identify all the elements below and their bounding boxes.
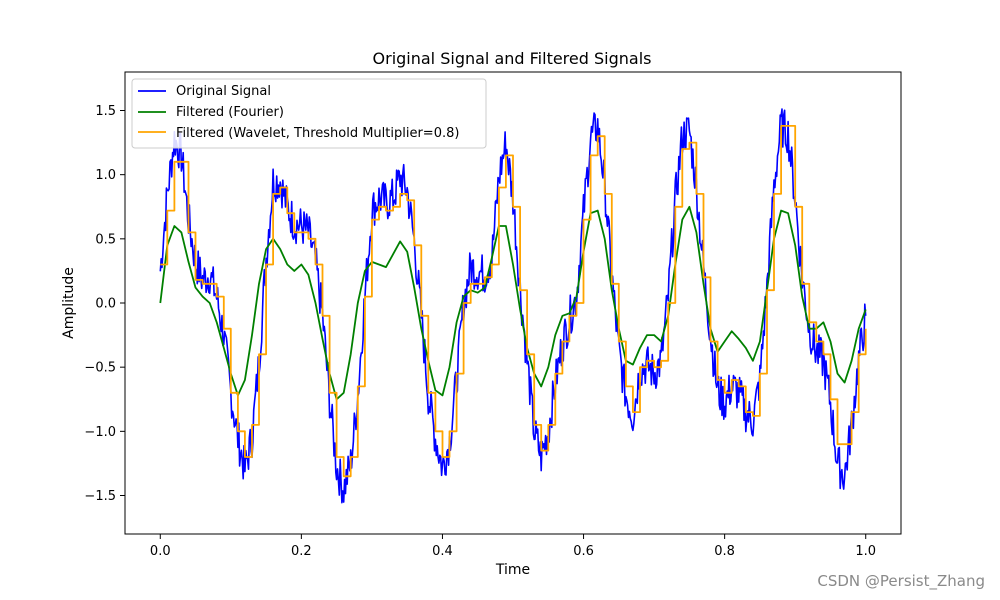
series-layer <box>159 108 867 504</box>
x-tick-label: 0.4 <box>432 544 453 559</box>
y-tick-label: −1.5 <box>84 489 116 504</box>
y-tick-label: −0.5 <box>84 361 116 376</box>
legend-box <box>131 78 487 149</box>
y-axis-label: Amplitude <box>61 267 77 339</box>
legend-label-fourier: Filtered (Fourier) <box>176 105 284 120</box>
y-axis: −1.5 −1.0 −0.5 0.0 0.5 1.0 1.5 <box>84 104 125 504</box>
legend: Original Signal Filtered (Fourier) Filte… <box>131 78 487 149</box>
y-tick-label: 0.5 <box>95 232 116 247</box>
x-tick-label: 0.8 <box>714 544 735 559</box>
legend-label-original: Original Signal <box>176 84 271 99</box>
x-tick-label: 0.2 <box>291 544 312 559</box>
y-tick-label: 0.0 <box>95 297 116 312</box>
x-axis-label: Time <box>495 562 530 578</box>
x-axis: 0.0 0.2 0.4 0.6 0.8 1.0 <box>150 534 876 559</box>
fourier-filtered-line <box>159 205 867 401</box>
x-tick-label: 0.0 <box>150 544 171 559</box>
x-tick-label: 0.6 <box>573 544 594 559</box>
y-tick-label: 1.5 <box>95 104 116 119</box>
x-tick-label: 1.0 <box>855 544 876 559</box>
chart-title: Original Signal and Filtered Signals <box>373 49 652 68</box>
y-tick-label: 1.0 <box>95 168 116 183</box>
wavelet-filtered-line <box>160 125 867 478</box>
legend-label-wavelet: Filtered (Wavelet, Threshold Multiplier=… <box>176 126 459 141</box>
watermark: CSDN @Persist_Zhang <box>817 572 985 591</box>
y-tick-label: −1.0 <box>84 425 116 440</box>
